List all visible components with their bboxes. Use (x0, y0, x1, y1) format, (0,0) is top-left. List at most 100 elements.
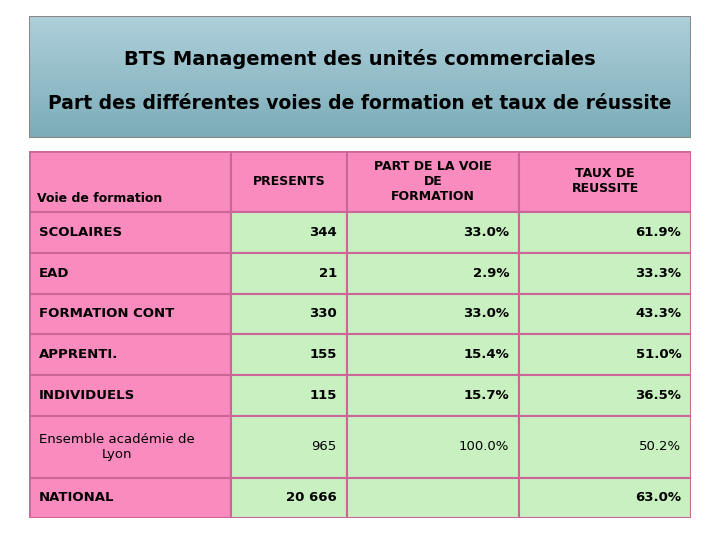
Bar (29, 75, 691, 76)
Bar (29, 41, 691, 42)
Text: 63.0%: 63.0% (635, 491, 681, 504)
Text: 2.9%: 2.9% (472, 267, 509, 280)
Text: 61.9%: 61.9% (636, 226, 681, 239)
Bar (347, 416, 519, 477)
Bar (29, 88, 691, 89)
Text: SCOLAIRES: SCOLAIRES (39, 226, 122, 239)
Bar (519, 477, 691, 518)
Bar (29, 43, 691, 44)
Bar (29, 92, 691, 93)
Bar (29, 17, 691, 18)
Text: 115: 115 (310, 389, 337, 402)
Bar (29, 375, 231, 416)
Bar (231, 416, 347, 477)
Bar (231, 334, 347, 375)
Bar (519, 416, 691, 477)
Text: EAD: EAD (39, 267, 69, 280)
Bar (29, 59, 691, 60)
Bar (29, 21, 691, 22)
Text: 33.0%: 33.0% (463, 226, 509, 239)
Bar (29, 89, 691, 90)
Bar (29, 103, 691, 104)
Bar (29, 44, 691, 45)
Bar (29, 82, 691, 83)
Text: Ensemble académie de
Lyon: Ensemble académie de Lyon (39, 433, 194, 461)
Bar (29, 58, 691, 59)
Bar (29, 18, 691, 19)
Bar (29, 80, 691, 81)
Bar (29, 26, 691, 27)
Bar (29, 294, 231, 334)
Bar (29, 78, 691, 79)
Bar (29, 253, 231, 294)
Bar (29, 57, 691, 58)
Bar (29, 64, 691, 65)
Bar (29, 124, 691, 125)
Text: TAUX DE
REUSSITE: TAUX DE REUSSITE (572, 167, 639, 195)
Bar (231, 253, 347, 294)
Bar (519, 375, 691, 416)
Bar (29, 137, 691, 138)
Text: 33.3%: 33.3% (635, 267, 681, 280)
Text: 965: 965 (312, 440, 337, 454)
Bar (29, 48, 691, 49)
Bar (29, 53, 691, 54)
Bar (29, 56, 691, 57)
Bar (29, 61, 691, 62)
Bar (347, 375, 519, 416)
Bar (29, 69, 691, 70)
Bar (29, 81, 691, 82)
Bar (29, 25, 691, 26)
Bar (29, 94, 691, 95)
Bar (29, 71, 691, 72)
Text: PART DE LA VOIE
DE
FORMATION: PART DE LA VOIE DE FORMATION (374, 160, 492, 203)
Bar (29, 109, 691, 110)
Bar (29, 84, 691, 85)
Bar (29, 70, 691, 71)
Text: 33.0%: 33.0% (463, 307, 509, 321)
Bar (29, 105, 691, 106)
Bar (519, 212, 691, 253)
Bar (231, 151, 347, 212)
Bar (29, 118, 691, 119)
Bar (29, 36, 691, 37)
Bar (29, 125, 691, 126)
Bar (29, 123, 691, 124)
Bar (347, 212, 519, 253)
Text: 344: 344 (309, 226, 337, 239)
Bar (519, 151, 691, 212)
Bar (29, 60, 691, 61)
Bar (29, 122, 691, 123)
Bar (231, 212, 347, 253)
Text: 330: 330 (309, 307, 337, 321)
Bar (347, 294, 519, 334)
Bar (231, 375, 347, 416)
Bar (29, 54, 691, 55)
Text: BTS Management des unités commerciales: BTS Management des unités commerciales (124, 49, 596, 69)
Bar (29, 79, 691, 80)
Bar (29, 132, 691, 133)
Bar (29, 73, 691, 74)
Bar (29, 20, 691, 21)
Bar (29, 115, 691, 116)
Bar (29, 97, 691, 98)
Bar (29, 99, 691, 100)
Bar (29, 27, 691, 28)
Bar (29, 29, 691, 30)
Bar (29, 24, 691, 25)
Text: 15.7%: 15.7% (464, 389, 509, 402)
Bar (347, 477, 519, 518)
Bar (519, 253, 691, 294)
Bar (29, 72, 691, 73)
Bar (29, 416, 231, 477)
Bar (29, 126, 691, 127)
Bar (29, 100, 691, 102)
Bar (29, 86, 691, 87)
Bar (29, 62, 691, 63)
Text: Part des différentes voies de formation et taux de réussite: Part des différentes voies de formation … (48, 94, 672, 113)
Bar (29, 66, 691, 68)
Bar (29, 74, 691, 75)
Bar (29, 91, 691, 92)
Bar (29, 102, 691, 103)
Bar (29, 130, 691, 131)
